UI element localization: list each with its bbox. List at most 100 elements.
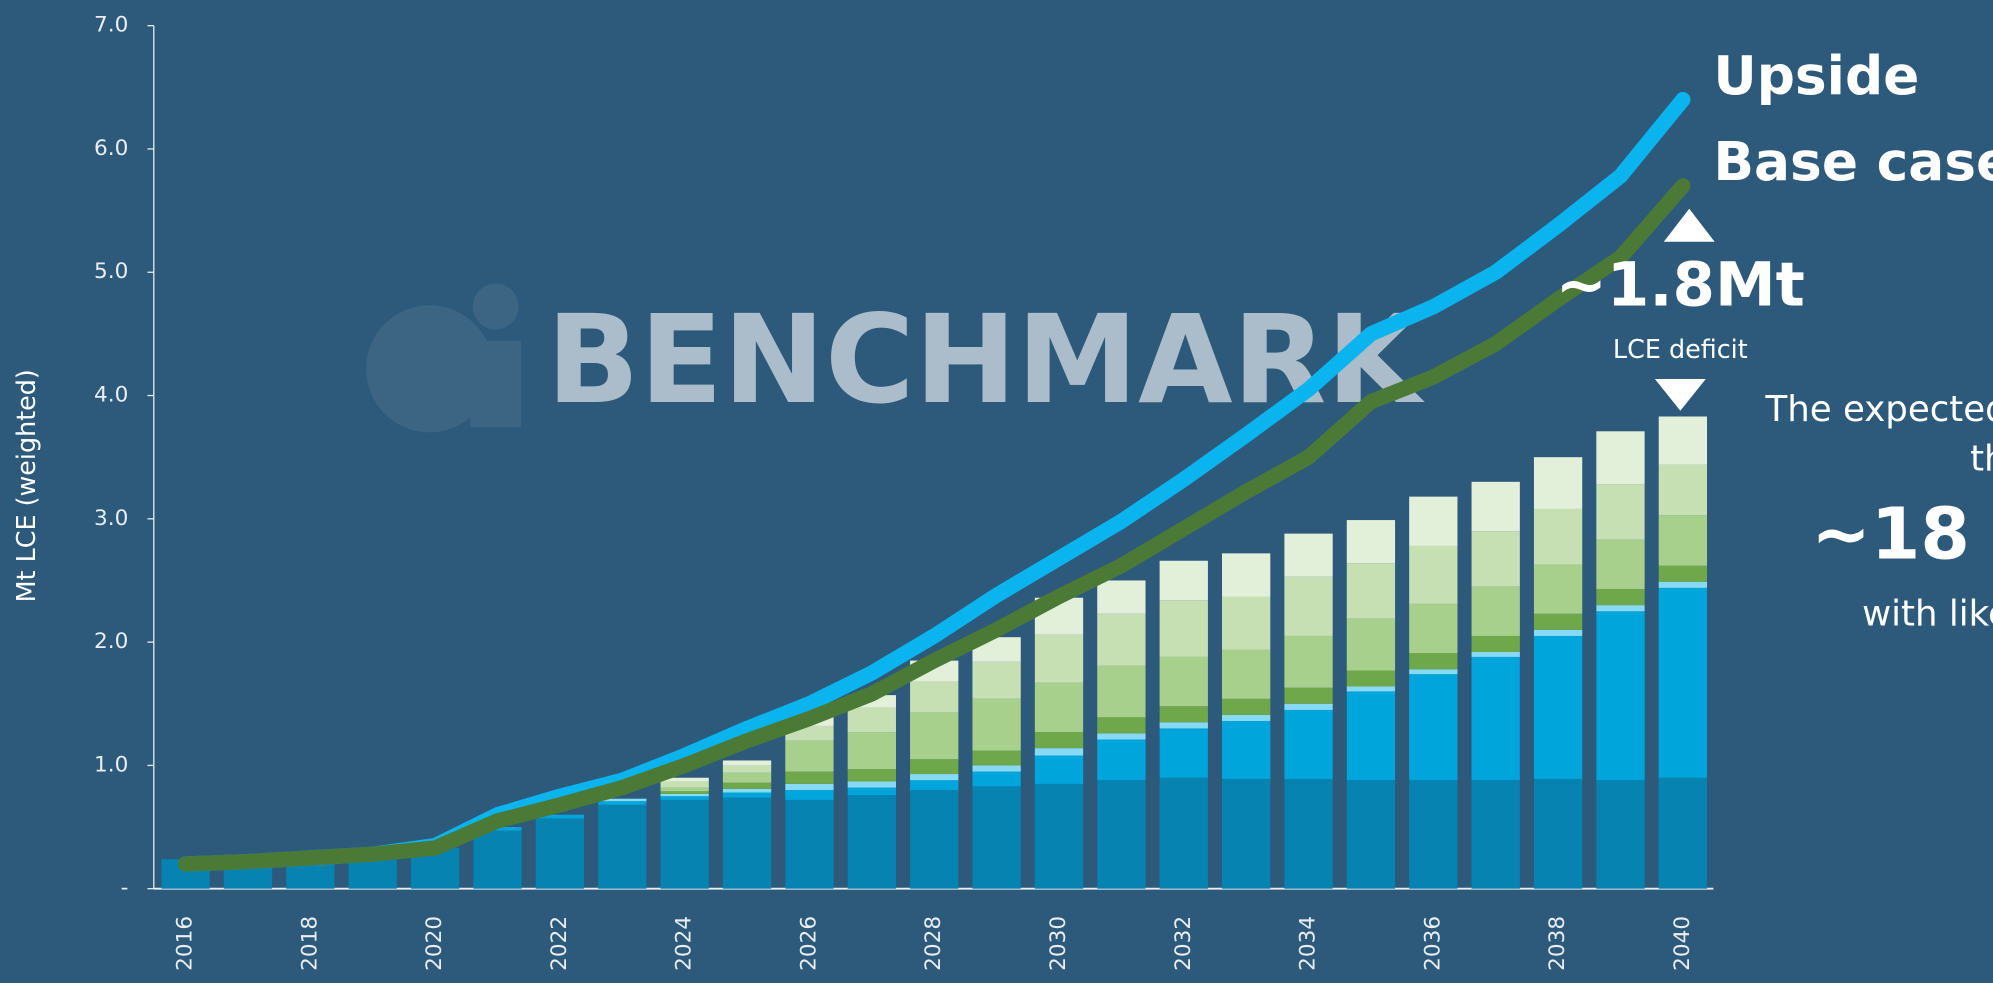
bar-segment	[1284, 576, 1333, 636]
bar-segment	[910, 780, 959, 791]
y-tick-label: 2.0	[94, 629, 128, 654]
x-tick-label: 2034	[1296, 916, 1321, 971]
bar-segment	[1596, 539, 1645, 590]
bar-segment	[1658, 777, 1708, 889]
y-tick-label: 6.0	[94, 136, 128, 161]
side-text: The expected	[1764, 389, 1993, 430]
bar-segment	[1159, 722, 1208, 729]
bar-segment	[1222, 698, 1271, 715]
bar-segment	[598, 798, 647, 802]
bar-segment	[785, 783, 834, 791]
arrow-up	[1663, 208, 1715, 242]
bar-segment	[535, 818, 585, 889]
bar-segment	[1533, 635, 1583, 779]
side-headline: ~18 P	[1811, 493, 1993, 576]
bar-segment	[1596, 780, 1645, 889]
bar-segment	[1222, 778, 1271, 889]
bar-segment	[1471, 651, 1520, 657]
bar-segment	[1159, 656, 1208, 707]
bar-segment	[1097, 780, 1146, 889]
bar-segment	[1409, 653, 1458, 670]
watermark-logo	[366, 283, 522, 433]
bar-segment	[1533, 457, 1583, 509]
bar-segment	[1471, 586, 1520, 636]
x-tick-label: 2028	[921, 916, 946, 971]
x-tick-label: 2020	[422, 916, 447, 971]
bar-segment	[847, 732, 896, 770]
bar-segment	[1284, 709, 1333, 779]
y-tick-label: 3.0	[94, 506, 128, 531]
bar-segment	[1222, 596, 1271, 650]
x-tick-label: 2024	[672, 916, 697, 971]
watermark: BENCHMARK	[547, 289, 1426, 431]
y-axis-label: Mt LCE (weighted)	[11, 369, 41, 602]
bar-segment	[1346, 686, 1396, 692]
bar-segment	[910, 774, 959, 781]
bar-segment	[1471, 531, 1520, 587]
bar-segment	[972, 786, 1021, 889]
bar-segment	[1409, 780, 1458, 889]
bar-segment	[535, 814, 585, 819]
bar-segment	[1222, 721, 1271, 779]
bar-segment	[910, 681, 959, 713]
bar-segment	[1034, 748, 1084, 756]
bar-segment	[1159, 600, 1208, 657]
bar-segment	[660, 793, 709, 797]
bar-segment	[1346, 618, 1396, 671]
bar-segment	[473, 830, 522, 889]
y-tick-label: 5.0	[94, 259, 128, 284]
bar-segment	[1596, 484, 1645, 540]
bar-segment	[1409, 545, 1458, 604]
bar-segment	[847, 769, 896, 782]
bar-segment	[1284, 635, 1333, 688]
bar-segment	[598, 804, 647, 889]
bar-segment	[785, 799, 834, 889]
bar-segment	[1471, 656, 1520, 781]
bar-segment	[1222, 649, 1271, 699]
bar-segment	[1097, 580, 1146, 614]
bar-segment	[1409, 674, 1458, 781]
x-tick-label: 2022	[547, 916, 572, 971]
line-label: Upside	[1713, 44, 1919, 107]
bar-segment	[785, 790, 834, 800]
bar-segment	[1222, 553, 1271, 597]
bar-segment	[722, 797, 772, 889]
bar-segment	[785, 740, 834, 772]
bar-segment	[348, 859, 397, 889]
x-tick-label: 2016	[173, 916, 198, 971]
bar-segment	[1658, 581, 1708, 588]
bar-segment	[1409, 496, 1458, 546]
bar-segment	[1658, 565, 1708, 582]
bar-segment	[1533, 564, 1583, 614]
bar-segment	[1409, 669, 1458, 675]
bar-segment	[1596, 611, 1645, 781]
bar-segment	[1097, 613, 1146, 666]
bar-segment	[1284, 533, 1333, 577]
bar-segment	[1658, 464, 1708, 516]
bar-segment	[847, 795, 896, 889]
bar-segment	[660, 799, 709, 889]
line	[177, 178, 1691, 872]
bar-segment	[847, 707, 896, 733]
bar-segment	[1346, 691, 1396, 781]
bar-segment	[910, 790, 959, 889]
y-tick-label: 1.0	[94, 752, 128, 777]
bar-segment	[1159, 777, 1208, 889]
bar-segment	[972, 698, 1021, 751]
bar-segment	[910, 759, 959, 775]
bar-segment	[1034, 634, 1084, 683]
side-text: th	[1970, 438, 1993, 479]
bar-segment	[1533, 629, 1583, 636]
bar-segment	[660, 777, 709, 782]
bar-segment	[1471, 635, 1520, 652]
bar-segment	[722, 788, 772, 793]
bar-segment	[910, 712, 959, 760]
bar-segment	[972, 765, 1021, 772]
x-tick-label: 2018	[297, 916, 322, 971]
y-tick-label: 4.0	[94, 383, 128, 408]
bar-segment	[660, 787, 709, 792]
x-tick-label: 2040	[1670, 916, 1695, 971]
arrow-down	[1654, 379, 1706, 411]
x-tick-label: 2032	[1171, 916, 1196, 971]
